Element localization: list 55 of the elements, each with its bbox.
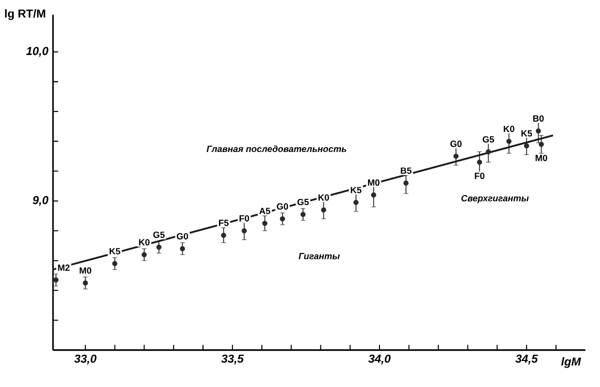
annotation: G0 bbox=[276, 204, 288, 210]
point bbox=[242, 228, 247, 234]
x-axis-title: lgM bbox=[561, 357, 582, 368]
annotation: K0 bbox=[504, 126, 514, 132]
annotation: K5 bbox=[521, 130, 532, 137]
point bbox=[403, 180, 409, 186]
annotation: G0 bbox=[176, 233, 188, 240]
annotation: Главная последовательность bbox=[206, 146, 346, 152]
y-tick-label: 10,0 bbox=[26, 47, 48, 58]
point bbox=[262, 220, 268, 226]
annotation: M0 bbox=[536, 155, 548, 162]
annotation: B5 bbox=[400, 168, 412, 174]
point bbox=[524, 143, 530, 149]
point bbox=[112, 261, 118, 266]
point bbox=[453, 154, 459, 160]
annotation: B0 bbox=[533, 116, 544, 122]
point bbox=[53, 278, 59, 283]
point bbox=[506, 138, 512, 144]
x-tick-label: 34,5 bbox=[515, 354, 538, 365]
annotation: G0 bbox=[450, 140, 462, 148]
point bbox=[156, 244, 162, 250]
annotation: K5 bbox=[350, 187, 362, 194]
x-tick-label: 34,0 bbox=[368, 354, 391, 365]
annotation: G5 bbox=[297, 199, 309, 206]
point bbox=[82, 280, 88, 286]
y-tick-label: 9,0 bbox=[32, 196, 48, 206]
annotation: K0 bbox=[139, 239, 150, 246]
annotation: A5 bbox=[259, 208, 270, 214]
point bbox=[476, 160, 482, 165]
annotation: Сверхгиганты bbox=[461, 195, 529, 204]
point bbox=[371, 192, 376, 198]
point bbox=[221, 232, 226, 238]
x-tick-label: 33,5 bbox=[221, 354, 244, 365]
annotation: G5 bbox=[153, 232, 165, 238]
point bbox=[321, 208, 326, 213]
annotation: M2 bbox=[58, 264, 70, 271]
point bbox=[180, 246, 186, 252]
annotation: M0 bbox=[368, 180, 380, 186]
point bbox=[353, 200, 359, 206]
point bbox=[538, 142, 544, 148]
x-tick-label: 33,0 bbox=[74, 354, 96, 365]
point bbox=[536, 128, 541, 134]
point bbox=[486, 149, 491, 155]
annotation: G5 bbox=[482, 136, 494, 143]
annotation: K5 bbox=[110, 248, 120, 255]
annotation: F0 bbox=[474, 172, 484, 180]
point bbox=[142, 252, 147, 258]
annotation: Гиганты bbox=[298, 253, 340, 260]
annotation: K0 bbox=[318, 194, 329, 201]
annotation: M0 bbox=[80, 268, 92, 274]
annotation: F5 bbox=[218, 220, 229, 226]
y-axis-title: lg RT/M bbox=[5, 9, 46, 20]
point bbox=[300, 212, 306, 218]
point bbox=[280, 216, 286, 222]
annotation: F0 bbox=[240, 215, 250, 222]
